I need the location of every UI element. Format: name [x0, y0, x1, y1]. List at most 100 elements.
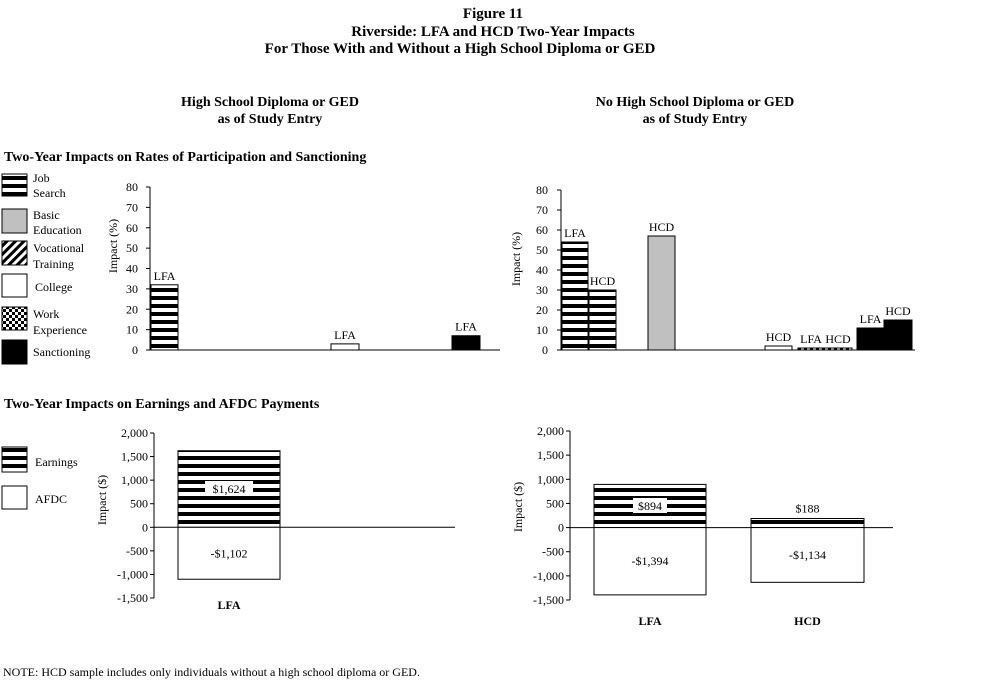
y-axis-title: Impact ($)	[511, 482, 525, 532]
bar-earnings-hcd	[750, 517, 865, 529]
section-earnings-title: Two-Year Impacts on Earnings and AFDC Pa…	[4, 397, 320, 412]
y-tick-label: 70	[536, 203, 548, 217]
y-tick-label: 1,000	[121, 473, 148, 487]
x-category-label-hcd: HCD	[794, 614, 821, 628]
legend-swatch-sanctioning	[1, 339, 28, 365]
y-tick-label: 80	[126, 180, 138, 194]
bar-value-label-earnings-lfa: $894	[638, 499, 662, 513]
y-tick-label: 30	[126, 282, 138, 296]
y-tick-label: 2,000	[121, 426, 148, 440]
panel-left-heading-line1: High School Diploma or GED	[181, 95, 359, 110]
bar-lfa-sanctioning	[451, 335, 481, 351]
legend-label-job-search-line1: Job	[33, 171, 50, 185]
bar-label-lfa-job-search: LFA	[564, 226, 586, 240]
legend-label-basic-education-line1: Basic	[33, 208, 60, 222]
bar-hcd-work-experience	[823, 347, 853, 351]
bar-afdc-lfa	[177, 526, 281, 580]
figure-title-line1: Riverside: LFA and HCD Two-Year Impacts	[351, 24, 635, 40]
bar-value-label-bg-earnings-lfa	[205, 481, 253, 497]
y-tick-label: 70	[126, 200, 138, 214]
legend-participation: Job Search Basic Education Vocational Tr…	[1, 171, 90, 365]
bar-lfa-job-search	[561, 241, 589, 351]
legend-swatch-work-experience	[1, 306, 28, 331]
y-tick-label: -500	[126, 544, 148, 558]
y-tick-label: 10	[126, 323, 138, 337]
y-tick-label: 0	[558, 521, 564, 535]
legend-swatch-earnings	[1, 446, 28, 473]
legend-swatch-afdc	[1, 485, 28, 510]
y-tick-label: 1,500	[537, 448, 564, 462]
bar-label-lfa-sanctioning: LFA	[455, 320, 477, 334]
bar-value-label-earnings-hcd: $188	[796, 501, 820, 515]
panel-right-heading-line1: No High School Diploma or GED	[596, 95, 795, 110]
legend-label-work-experience-line1: Work	[33, 307, 59, 321]
bar-lfa-job-search	[150, 284, 179, 351]
bar-hcd-college	[764, 345, 793, 351]
legend-swatch-basic-education	[1, 208, 28, 234]
y-tick-label: 500	[546, 496, 564, 510]
bar-hcd-basic-education	[647, 235, 676, 351]
bar-lfa-sanctioning	[856, 327, 885, 351]
legend-label-job-search-line2: Search	[33, 186, 66, 200]
bar-value-label-afdc-hcd: -$1,134	[789, 548, 826, 562]
bar-afdc-lfa	[593, 527, 707, 596]
legend-label-college: College	[35, 280, 72, 294]
x-category-label-lfa: LFA	[638, 614, 661, 628]
chart-earnings-without-diploma: -1,500 -1,000 -500 0 500 1,000 1,500 2,000 Impac…	[511, 424, 893, 628]
bar-value-label-bg-earnings-lfa	[633, 497, 667, 513]
bar-value-label-afdc-lfa: -$1,102	[211, 546, 248, 560]
legend-label-basic-education-line2: Education	[33, 223, 82, 237]
y-tick-label: 60	[126, 221, 138, 235]
legend-earnings: Earnings AFDC	[1, 446, 78, 510]
y-axis-title: Impact (%)	[509, 232, 523, 286]
y-tick-label: 0	[542, 343, 548, 357]
y-tick-label: 500	[130, 497, 148, 511]
legend-label-vocational-training-line2: Training	[33, 257, 74, 271]
chart-earnings-with-diploma: -1,500 -1,000 -500 0 500 1,000 1,500 2,000 Impac…	[95, 426, 455, 612]
chart-participation-with-diploma: 0 10 20 30 40 50 60 70 80 Impact (%) LFA LFA LFA	[106, 180, 500, 357]
bar-label-hcd-sanctioning: HCD	[885, 304, 911, 318]
x-category-label-lfa: LFA	[217, 598, 240, 612]
y-axis-title: Impact (%)	[106, 219, 120, 273]
y-tick-label: 60	[536, 223, 548, 237]
bar-label-lfa-college: LFA	[334, 328, 356, 342]
figure-number: Figure 11	[463, 6, 523, 22]
bar-value-label-afdc-lfa: -$1,394	[632, 554, 669, 568]
bar-label-lfa-work-experience: LFA	[800, 332, 822, 346]
y-tick-label: 20	[536, 303, 548, 317]
panel-right-heading-line2: as of Study Entry	[643, 112, 748, 127]
y-tick-label: 1,500	[121, 450, 148, 464]
y-tick-label: 50	[126, 241, 138, 255]
bar-label-hcd-job-search: HCD	[590, 274, 616, 288]
legend-swatch-job-search	[1, 173, 28, 197]
y-tick-label: 2,000	[537, 424, 564, 438]
legend-label-afdc: AFDC	[35, 492, 67, 506]
bar-label-hcd-college: HCD	[766, 330, 792, 344]
y-tick-label: 1,000	[537, 472, 564, 486]
y-tick-label: 20	[126, 302, 138, 316]
y-tick-label: 80	[536, 183, 548, 197]
bar-lfa-college	[330, 343, 360, 351]
y-tick-label: -500	[542, 545, 564, 559]
bar-label-hcd-basic-education: HCD	[649, 220, 675, 234]
figure-title-line2: For Those With and Without a High School…	[265, 41, 656, 57]
bar-hcd-sanctioning	[883, 319, 913, 351]
bar-value-label-earnings-lfa: $1,624	[213, 482, 246, 496]
y-tick-label: 40	[536, 263, 548, 277]
bar-label-lfa-sanctioning: LFA	[860, 312, 882, 326]
section-participation-title: Two-Year Impacts on Rates of Participati…	[4, 150, 366, 165]
footnote: NOTE: HCD sample includes only individua…	[3, 665, 420, 679]
y-tick-label: 50	[536, 243, 548, 257]
legend-swatch-college	[1, 273, 28, 298]
y-tick-label: 0	[142, 520, 148, 534]
legend-label-earnings: Earnings	[35, 455, 78, 469]
y-tick-label: 10	[536, 323, 548, 337]
y-tick-label: -1,500	[533, 593, 564, 607]
y-tick-label: 0	[132, 343, 138, 357]
bar-lfa-work-experience	[797, 347, 825, 351]
y-axis-title: Impact ($)	[95, 475, 109, 525]
y-tick-label: 30	[536, 283, 548, 297]
legend-swatch-vocational-training	[1, 240, 28, 266]
